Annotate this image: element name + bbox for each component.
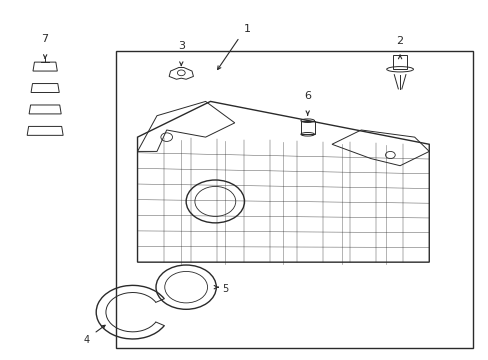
Text: 2: 2 — [396, 36, 403, 46]
Bar — [300, 121, 314, 134]
Text: 6: 6 — [304, 91, 310, 102]
Text: 5: 5 — [222, 284, 228, 294]
Text: 4: 4 — [83, 336, 89, 345]
Text: 1: 1 — [243, 23, 250, 33]
Bar — [392, 55, 407, 69]
Text: 3: 3 — [178, 41, 184, 51]
Bar — [116, 51, 472, 348]
Text: 7: 7 — [41, 34, 49, 44]
